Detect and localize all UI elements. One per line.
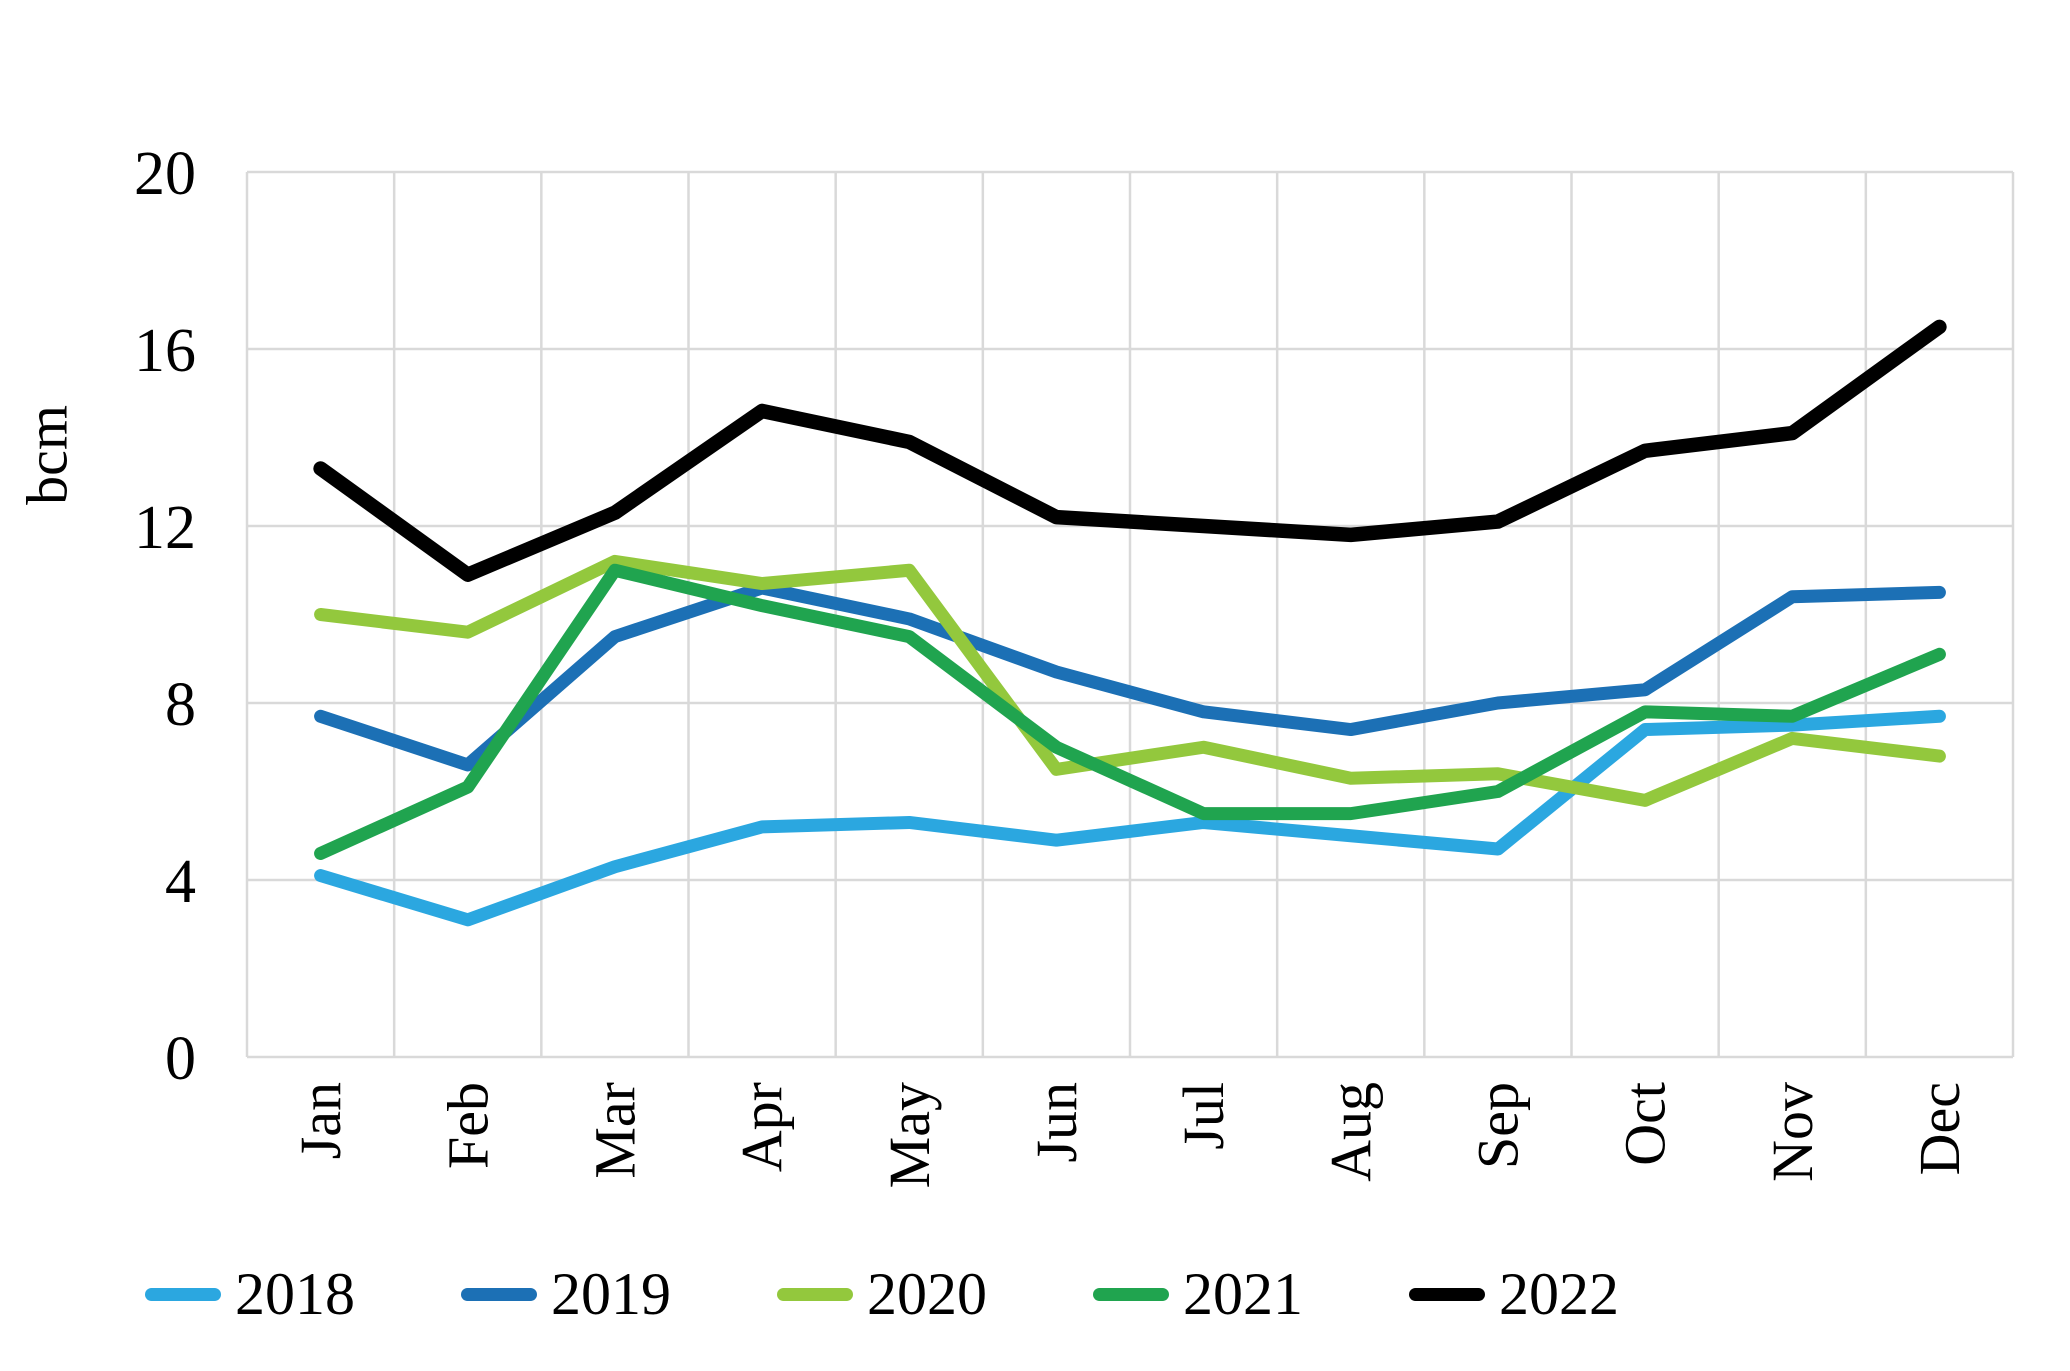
x-tick-label-apr: Apr	[730, 1082, 795, 1172]
x-tick-label-feb: Feb	[435, 1082, 500, 1169]
legend-item-2018: 2018	[145, 1258, 355, 1330]
legend-swatch-2020	[777, 1287, 853, 1301]
legend-item-2021: 2021	[1093, 1258, 1303, 1330]
series-line-2020	[314, 554, 1946, 807]
legend-swatch-2022	[1409, 1287, 1485, 1301]
series-line-2022	[313, 319, 1947, 582]
y-tick-label: 16	[134, 317, 196, 385]
legend-item-2019: 2019	[461, 1258, 671, 1330]
y-axis-title: bcm	[15, 405, 80, 505]
y-tick-label: 20	[134, 140, 196, 208]
legend-label-2022: 2022	[1499, 1261, 1619, 1327]
legend-swatch-2018	[145, 1287, 221, 1301]
x-tick-label-nov: Nov	[1760, 1082, 1825, 1182]
y-tick-label: 8	[165, 671, 196, 739]
y-axis-tick-labels: 0 4 8 12 16 20	[134, 140, 196, 1093]
x-tick-label-jul: Jul	[1171, 1082, 1236, 1150]
x-tick-label-aug: Aug	[1318, 1082, 1383, 1182]
x-tick-label-may: May	[877, 1082, 942, 1188]
gridlines	[245, 170, 2015, 1059]
x-tick-label-mar: Mar	[582, 1082, 647, 1179]
x-tick-label-jun: Jun	[1024, 1082, 1089, 1163]
y-tick-label: 4	[165, 848, 196, 916]
legend-item-2022: 2022	[1409, 1258, 1619, 1330]
x-tick-label-jan: Jan	[288, 1082, 353, 1159]
x-tick-label-sep: Sep	[1465, 1082, 1530, 1169]
series-line-2018	[314, 709, 1946, 927]
x-tick-label-dec: Dec	[1907, 1082, 1972, 1175]
legend-swatch-2019	[461, 1287, 537, 1301]
legend-label-2020: 2020	[867, 1261, 987, 1327]
legend-label-2021: 2021	[1183, 1261, 1303, 1327]
series-lines	[313, 319, 1947, 927]
legend-label-2019: 2019	[551, 1261, 671, 1327]
y-tick-label: 12	[134, 494, 196, 562]
legend-label-2018: 2018	[235, 1261, 355, 1327]
series-line-2019	[314, 581, 1946, 772]
legend-item-2020: 2020	[777, 1258, 987, 1330]
legend-swatch-2021	[1093, 1287, 1169, 1301]
series-line-2021	[314, 563, 1946, 860]
y-tick-label: 0	[165, 1025, 196, 1093]
legend: 2018 2019 2020 2021 2022	[145, 1258, 1745, 1330]
x-axis-month-labels: Jan Feb Mar Apr May Jun Jul Aug Sep Oct Nov Dec	[288, 1082, 1972, 1188]
x-tick-label-oct: Oct	[1613, 1082, 1678, 1166]
